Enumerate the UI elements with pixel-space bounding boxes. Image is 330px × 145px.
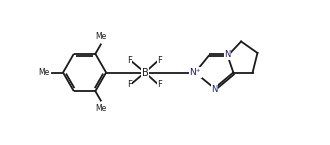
Text: B: B [142, 68, 148, 77]
Text: N⁺: N⁺ [189, 68, 201, 77]
Text: F: F [157, 80, 162, 89]
Text: Me: Me [38, 68, 50, 77]
Text: Me: Me [95, 32, 107, 41]
Text: N: N [211, 85, 217, 94]
Text: F: F [127, 56, 132, 65]
Text: Me: Me [95, 104, 107, 113]
Text: N: N [224, 50, 231, 59]
Text: F: F [157, 56, 162, 65]
Text: F: F [127, 80, 132, 89]
